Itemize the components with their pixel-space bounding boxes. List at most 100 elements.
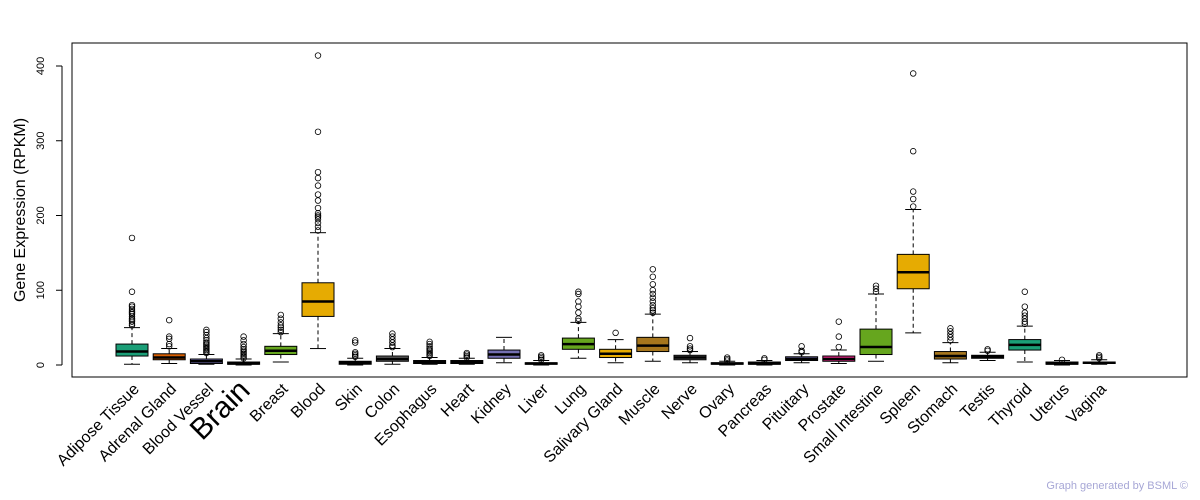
outlier-point	[575, 309, 582, 316]
outlier-point	[575, 288, 582, 295]
iqr-box	[301, 282, 335, 317]
outlier-point	[314, 204, 322, 212]
outlier-point	[314, 191, 322, 198]
tissue-box-lung	[561, 288, 595, 359]
outlier-point	[314, 227, 322, 234]
credit-text: Graph generated by BSML ©	[1046, 480, 1188, 492]
outlier-point	[203, 328, 210, 336]
tissue-box-vagina	[1082, 352, 1116, 365]
outlier-point	[649, 273, 656, 280]
outlier-point	[277, 322, 284, 329]
y-tick-label: 400	[35, 57, 47, 75]
outlier-point	[649, 294, 656, 301]
tissue-box-small-intestine	[859, 282, 893, 362]
y-tick-label: 0	[35, 362, 47, 368]
outlier-point	[1021, 312, 1029, 319]
tissue-box-testis	[971, 346, 1005, 362]
tissue-box-esophagus	[413, 338, 447, 365]
outlier-point	[277, 315, 284, 322]
outlier-point	[165, 316, 173, 324]
tissue-box-uterus	[1045, 356, 1079, 366]
tissue-box-ovary	[710, 354, 744, 366]
outlier-point	[835, 333, 842, 340]
outlier-point	[352, 337, 359, 344]
outlier-point	[984, 346, 991, 353]
outlier-point	[128, 288, 136, 295]
outlier-point	[240, 343, 247, 351]
x-tick-label-liver: Liver	[515, 380, 552, 417]
outlier-point	[426, 345, 433, 352]
outlier-point	[165, 333, 173, 340]
tissue-box-adipose-tissue	[115, 234, 149, 365]
outlier-point	[240, 340, 247, 348]
outlier-point	[575, 303, 582, 310]
outlier-point	[686, 343, 694, 350]
x-tick-label-nerve: Nerve	[659, 381, 701, 423]
outlier-point	[314, 168, 322, 176]
outlier-point	[649, 287, 656, 294]
outlier-point	[910, 188, 917, 195]
outlier-point	[947, 328, 954, 335]
tissue-box-kidney	[487, 336, 521, 364]
outlier-point	[314, 197, 322, 204]
tissue-box-liver	[524, 352, 558, 366]
outlier-point	[314, 128, 322, 135]
outlier-point	[649, 304, 656, 312]
outlier-point	[575, 317, 582, 325]
outlier-point	[240, 337, 247, 344]
outlier-point	[426, 338, 433, 346]
outlier-point	[128, 234, 136, 242]
y-tick-label: 100	[35, 281, 47, 299]
outlier-point	[761, 355, 768, 362]
tissue-box-brain	[227, 333, 261, 366]
outlier-point	[1021, 288, 1029, 295]
y-tick-label: 300	[35, 132, 47, 150]
outlier-point	[835, 343, 842, 351]
outlier-point	[649, 309, 656, 316]
tissue-box-prostate	[822, 318, 856, 365]
outlier-point	[203, 326, 210, 334]
outlier-point	[947, 325, 954, 332]
y-tick-label: 200	[35, 206, 47, 224]
outlier-point	[314, 52, 322, 59]
outlier-point	[314, 223, 322, 230]
tissue-box-stomach	[933, 325, 967, 364]
outlier-point	[314, 174, 322, 182]
tissue-box-adrenal-gland	[152, 316, 186, 365]
outlier-point	[910, 148, 917, 155]
outlier-point	[798, 343, 805, 350]
tissue-box-pancreas	[747, 355, 781, 366]
tissue-box-blood-vessel	[189, 326, 223, 365]
outlier-point	[1058, 356, 1066, 363]
x-tick-label-vagina: Vagina	[1064, 381, 1110, 427]
x-tick-label-blood: Blood	[288, 381, 329, 422]
outlier-point	[649, 290, 656, 298]
tissue-box-spleen	[896, 70, 930, 334]
plot-frame	[71, 42, 1188, 378]
outlier-point	[798, 347, 805, 354]
outlier-point	[240, 333, 247, 340]
outlier-point	[686, 334, 694, 342]
outlier-point	[872, 285, 880, 292]
x-tick-label-breast: Breast	[247, 380, 292, 425]
outlier-point	[612, 329, 619, 337]
outlier-point	[575, 290, 582, 298]
tissue-box-skin	[338, 337, 372, 366]
tissue-box-thyroid	[1008, 288, 1042, 363]
outlier-point	[649, 281, 656, 288]
outlier-point	[203, 339, 210, 346]
outlier-point	[426, 340, 433, 348]
outlier-point	[538, 352, 545, 359]
outlier-point	[165, 343, 173, 350]
y-axis-label: Gene Expression (RPKM)	[12, 118, 29, 302]
outlier-point	[910, 195, 917, 203]
outlier-point	[277, 319, 284, 326]
outlier-point	[277, 326, 284, 334]
iqr-box	[115, 343, 149, 357]
outlier-point	[352, 349, 359, 356]
boxes	[115, 52, 1116, 366]
outlier-point	[389, 330, 396, 337]
outlier-point	[872, 282, 880, 289]
outlier-point	[575, 298, 582, 305]
